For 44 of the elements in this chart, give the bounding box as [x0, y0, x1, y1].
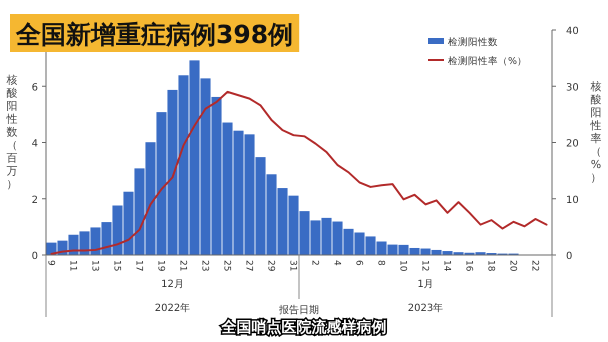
- x-tick-label: 19: [156, 260, 166, 272]
- y2-tick-label: 10: [566, 194, 579, 206]
- y-tick-label: 0: [32, 251, 38, 262]
- x-tick-label: 10: [398, 260, 408, 272]
- y-tick-label: 6: [32, 82, 38, 94]
- x-tick-label: 4: [332, 260, 342, 266]
- x-tick-label: 11: [68, 260, 78, 272]
- x-tick-label: 14: [442, 260, 452, 272]
- y2-axis-title: 核酸阳性率（%）: [590, 80, 602, 184]
- legend-label: 检测阳性率（%）: [448, 55, 528, 67]
- x-axis-title: 报告日期: [278, 304, 319, 316]
- x-tick-label: 6: [354, 260, 364, 266]
- y2-tick-label: 0: [566, 251, 572, 262]
- x-tick-label: 21: [178, 260, 188, 272]
- x-tick-label: 15: [112, 260, 122, 272]
- x-tick-label: 27: [244, 260, 254, 272]
- x-tick-label: 16: [464, 260, 474, 272]
- legend-label: 检测阳性数: [448, 36, 498, 48]
- y2-tick-label: 30: [566, 82, 579, 94]
- x-tick-label: 29: [266, 260, 276, 272]
- text: 核酸阳性数（百万）: [6, 74, 18, 190]
- x-tick-label: 23: [200, 260, 210, 272]
- x-tick-label: 20: [508, 260, 518, 272]
- y-tick-label: 2: [32, 194, 38, 206]
- x-tick-label: 17: [134, 260, 144, 272]
- x-tick-label: 18: [486, 260, 496, 272]
- y-tick-label: 4: [32, 138, 38, 150]
- x-tick-label: 25: [222, 260, 232, 272]
- x-tick-label: 31: [288, 260, 298, 272]
- chart-title: 全国新增重症病例398例: [15, 20, 294, 49]
- text: 1月: [417, 279, 434, 290]
- x-tick-label: 12: [420, 260, 430, 272]
- text: 2023年: [408, 302, 444, 314]
- y2-tick-label: 40: [566, 26, 579, 37]
- x-tick-label: 9: [46, 260, 56, 266]
- x-tick-label: 13: [90, 260, 100, 272]
- x-tick-label: 8: [376, 260, 386, 266]
- y2-tick-label: 20: [566, 138, 579, 150]
- x-tick-label: 22: [530, 260, 540, 272]
- x-tick-label: 2: [310, 260, 320, 266]
- text: 2022年: [154, 302, 190, 314]
- line-series: [50, 90, 548, 255]
- text: 12月: [161, 279, 184, 290]
- text: 全国哨点医院流感样病例: [220, 318, 386, 336]
